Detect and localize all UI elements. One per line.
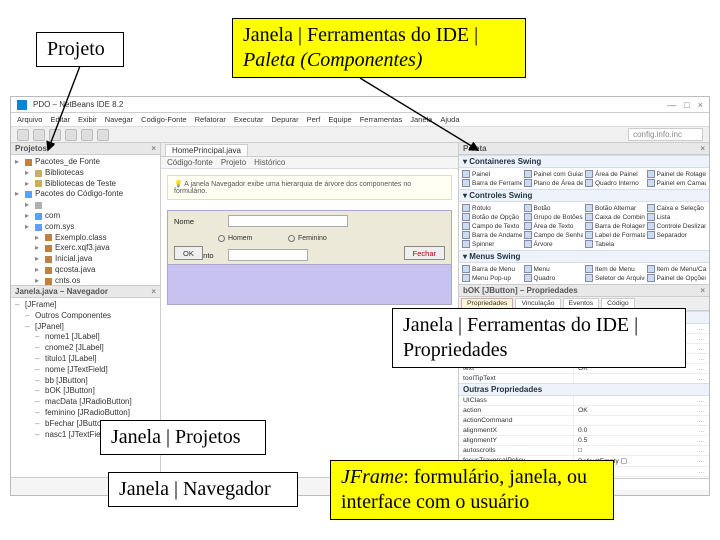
callout-text: Janela | Projetos [111, 426, 241, 448]
callout-janela-navegador: Janela | Navegador [108, 472, 298, 507]
callout-prefix-italic: JFrame [341, 466, 403, 488]
callout-line1: Janela | Ferramentas do IDE | [243, 24, 478, 46]
callout-line1: Janela | Ferramentas do IDE | [403, 314, 638, 336]
callout-propriedades: Janela | Ferramentas do IDE | Propriedad… [392, 308, 686, 368]
callout-paleta: Janela | Ferramentas do IDE | Paleta (Co… [232, 18, 526, 78]
callout-janela-projetos: Janela | Projetos [100, 420, 266, 455]
callout-text: Janela | Navegador [119, 478, 271, 500]
callout-line2: Propriedades [403, 339, 507, 361]
arrow-projeto [0, 0, 720, 540]
callout-projeto: Projeto [36, 32, 124, 67]
callout-text: Projeto [47, 38, 105, 60]
callout-jframe: JFrame: formulário, janela, ou interface… [330, 460, 614, 520]
callout-line2: Paleta (Componentes) [243, 49, 422, 71]
